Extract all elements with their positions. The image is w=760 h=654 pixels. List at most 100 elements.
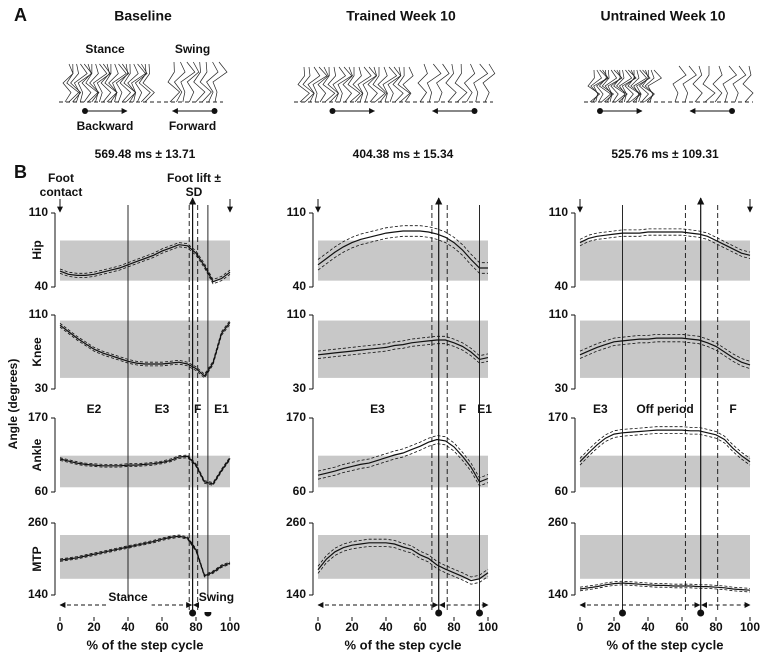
stick-figure <box>392 66 404 103</box>
angle-curve <box>579 426 751 459</box>
stick-figure <box>367 66 378 103</box>
event-dot <box>476 609 483 617</box>
label-bg <box>199 598 234 612</box>
stick-figure <box>682 65 697 103</box>
normal-range-band <box>580 320 750 378</box>
stick-figure <box>712 65 723 103</box>
angle-curve <box>317 443 489 487</box>
y-tick-label: 110 <box>29 307 49 321</box>
stick-figure <box>108 63 119 103</box>
angle-curve <box>579 231 751 256</box>
stick-figure <box>618 69 633 103</box>
stick-figure <box>96 63 111 103</box>
stick-figure <box>100 63 112 103</box>
stick-figure <box>604 69 618 103</box>
stick-figure <box>362 66 377 103</box>
normal-range-band <box>60 240 230 281</box>
column-title: Baseline <box>114 8 172 24</box>
normal-range-band <box>318 320 488 378</box>
stick-figure <box>598 69 612 103</box>
phase-label: E3 <box>155 402 170 416</box>
angle-curve <box>579 234 751 259</box>
x-tick-label: 80 <box>709 620 723 634</box>
angle-curve <box>59 534 231 576</box>
duration: 569.48 ms ± 13.71 <box>95 147 196 161</box>
y-tick-label: 30 <box>293 381 307 395</box>
angle-curve <box>579 433 751 466</box>
x-tick-label: 60 <box>675 620 689 634</box>
angle-curve <box>317 230 488 269</box>
y-tick-label: 30 <box>555 381 569 395</box>
y-tick-label: 60 <box>555 484 569 498</box>
stick-figure <box>302 66 315 103</box>
y-tick-label: 40 <box>293 279 307 293</box>
duration: 404.38 ms ± 15.34 <box>353 147 454 161</box>
stick-figure <box>463 63 476 103</box>
normal-range-band <box>60 320 230 378</box>
stick-figure <box>93 63 108 103</box>
stick-figure <box>342 66 353 103</box>
y-axis-title: Angle (degrees) <box>6 359 20 450</box>
stick-figure <box>62 63 74 103</box>
y-tick-label: 110 <box>549 205 569 219</box>
angle-curve <box>317 343 489 364</box>
panel-label: B <box>14 162 27 182</box>
x-tick-label: 60 <box>413 620 427 634</box>
phase-label: E2 <box>87 402 102 416</box>
angle-curve <box>317 538 489 578</box>
angle-curve <box>317 335 489 357</box>
angle-curve <box>59 455 231 485</box>
angle-curve <box>59 536 231 578</box>
angle-curve <box>59 324 231 379</box>
angle-curve <box>317 542 489 582</box>
stick-figure <box>337 66 353 103</box>
stick-figure <box>297 66 310 103</box>
y-tick-label: 260 <box>548 515 568 529</box>
stick-label: Backward <box>77 119 134 133</box>
angle-curve <box>579 334 751 362</box>
angle-curve <box>579 580 751 589</box>
normal-range-band <box>60 455 230 488</box>
stick-label: Stance <box>85 42 125 56</box>
stick-figure <box>352 66 364 103</box>
y-tick-label: 60 <box>35 484 49 498</box>
angle-curve <box>59 320 231 375</box>
y-tick-label: 40 <box>35 279 49 293</box>
event-dot <box>435 609 443 617</box>
panel-y-label: Hip <box>30 240 44 259</box>
stick-figure <box>104 63 118 103</box>
stick-figure <box>372 66 386 103</box>
foot-contact-label: Foot contact <box>39 171 83 199</box>
stick-figure <box>593 69 609 103</box>
stick-figure <box>382 66 398 103</box>
phase-label: F <box>194 402 201 416</box>
x-tick-label: 100 <box>740 620 760 634</box>
stick-figure <box>402 66 414 103</box>
x-axis-title: % of the step cycle <box>86 637 203 652</box>
stick-figure <box>357 66 372 103</box>
angle-curve <box>59 244 231 283</box>
stick-figure <box>142 63 155 103</box>
stick-figure <box>89 63 100 103</box>
normal-range-band <box>580 455 750 488</box>
phase-label: E1 <box>477 402 492 416</box>
x-tick-label: 40 <box>641 620 655 634</box>
y-tick-label: 140 <box>28 587 48 601</box>
angle-curve <box>579 582 751 591</box>
stick-figure <box>397 66 411 103</box>
y-tick-label: 40 <box>555 279 569 293</box>
stick-figure <box>73 63 88 103</box>
phase-label: F <box>459 402 466 416</box>
stick-figure <box>112 63 127 103</box>
angle-curve <box>317 438 489 483</box>
angle-curve <box>579 228 751 253</box>
normal-range-band <box>318 535 488 579</box>
panel-label: A <box>14 5 27 25</box>
phase-label: E1 <box>214 402 229 416</box>
stick-figure <box>312 66 328 103</box>
y-tick-label: 260 <box>286 515 306 529</box>
stick-figure <box>482 63 496 103</box>
stick-figure <box>590 69 602 103</box>
column-title: Trained Week 10 <box>346 8 456 24</box>
